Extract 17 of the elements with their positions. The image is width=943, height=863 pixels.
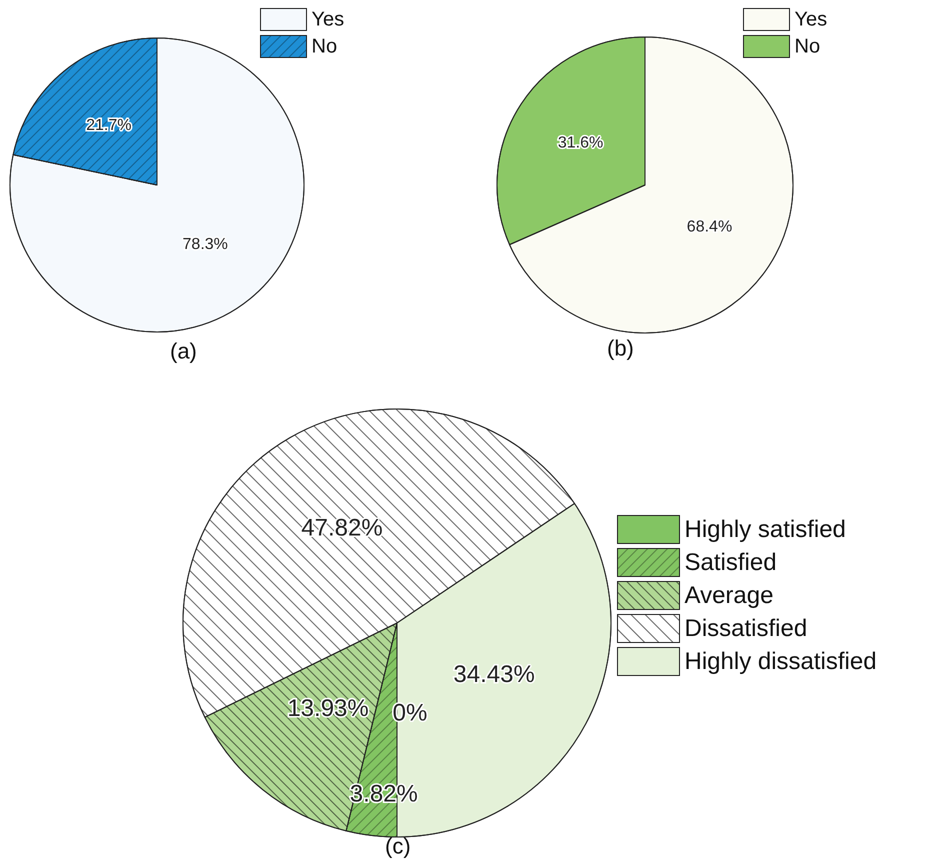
data-label: 34.43% [453,661,535,688]
legend-label: Yes [794,8,828,30]
text: (c) [385,834,411,858]
text: (b) [607,336,634,360]
legend-label: No [794,36,820,58]
data-label: 68.4% [686,218,732,236]
legend-label: Average [684,582,774,609]
legend-label: Highly dissatisfied [684,648,877,675]
data-label: 21.7% [86,117,132,134]
text: (a) [170,338,197,364]
legend-label: Dissatisfied [684,615,808,642]
data-label: 31.6% [558,134,604,152]
legend-label: Yes [312,8,344,30]
data-label: 78.3% [182,236,228,253]
legend-label: Satisfied [684,549,777,576]
legend-label: No [312,36,338,58]
legend-label: Highly satisfied [684,516,846,543]
